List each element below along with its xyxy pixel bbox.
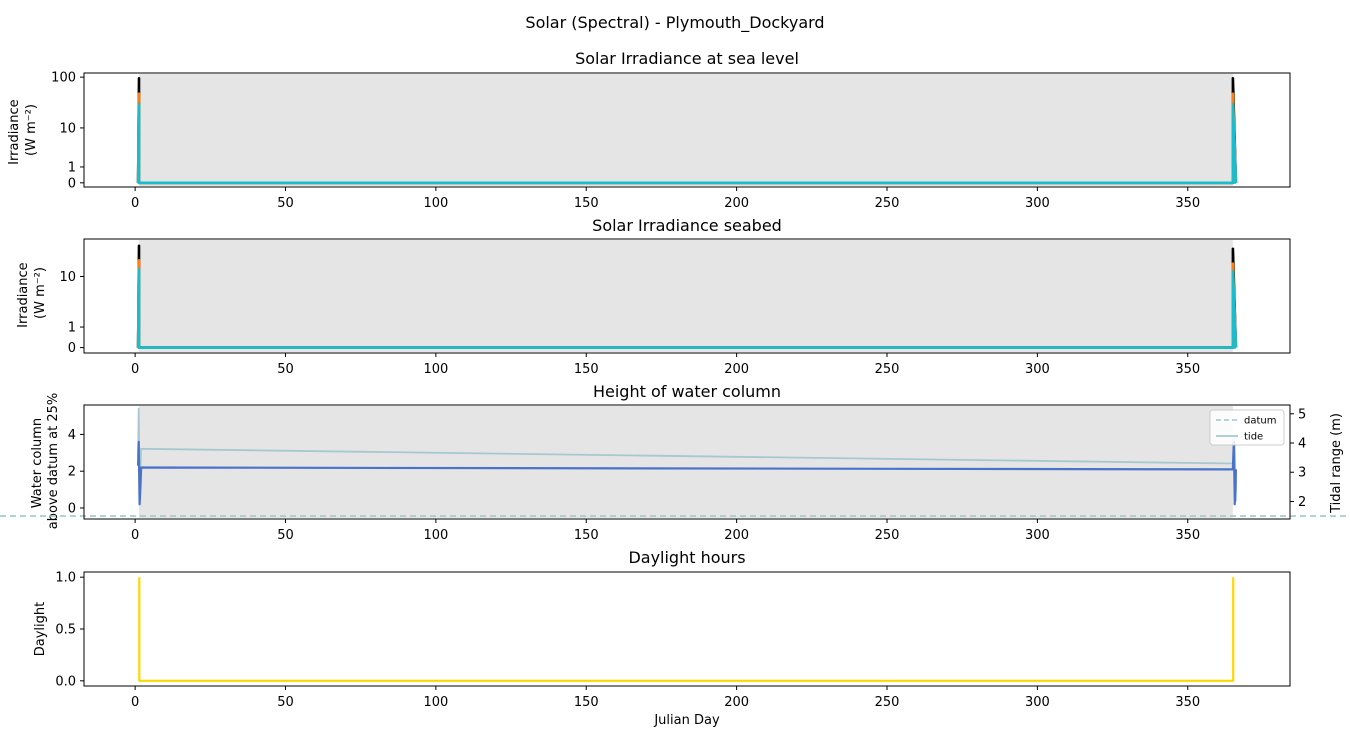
right-y-tick-label: 4 xyxy=(1298,437,1306,452)
x-tick-label: 100 xyxy=(423,528,448,543)
x-tick-label: 150 xyxy=(574,695,599,710)
y-tick-label: 100 xyxy=(51,71,76,86)
axes-frame xyxy=(83,571,1291,687)
y-tick-label: 0.5 xyxy=(55,623,76,638)
x-tick-label: 150 xyxy=(574,362,599,377)
x-axis-label: Julian Day xyxy=(653,713,720,728)
y-axis-label-line: Irradiance xyxy=(7,99,22,164)
y-tick-label: 0 xyxy=(68,501,76,516)
y-axis-label-line: (W m⁻²) xyxy=(33,267,48,319)
x-tick-label: 200 xyxy=(724,196,749,211)
x-tick-label: 300 xyxy=(1025,196,1050,211)
x-tick-label: 200 xyxy=(724,528,749,543)
y-axis-label: Irradiance (W m⁻²) xyxy=(7,95,39,165)
subplot-title: Solar Irradiance seabed xyxy=(592,216,782,235)
y-axis-label: Irradiance (W m⁻²) xyxy=(16,258,48,328)
x-tick-label: 50 xyxy=(277,362,294,377)
x-tick-label: 0 xyxy=(131,528,139,543)
x-tick-label: 150 xyxy=(574,196,599,211)
x-tick-label: 200 xyxy=(724,362,749,377)
y-tick-label: 10 xyxy=(59,121,76,136)
subplot-irradiance-sea-level: Solar Irradiance at sea level Irradiance… xyxy=(7,49,1291,211)
x-tick-label: 0 xyxy=(131,695,139,710)
axes-frame xyxy=(83,404,1291,520)
right-y-tick-label: 5 xyxy=(1298,407,1306,422)
right-axis-label: Tidal range (m) xyxy=(1329,413,1344,514)
x-tick-label: 300 xyxy=(1025,695,1050,710)
y-axis-label: Daylight xyxy=(33,602,48,656)
x-tick-label: 350 xyxy=(1175,196,1200,211)
subplot-title: Daylight hours xyxy=(628,548,745,567)
x-tick-label: 250 xyxy=(875,362,900,377)
x-tick-label: 200 xyxy=(724,695,749,710)
subplot-title: Height of water column xyxy=(593,382,781,401)
y-tick-label: 0 xyxy=(68,341,76,356)
subplot-irradiance-seabed: Solar Irradiance seabed Irradiance (W m⁻… xyxy=(16,216,1291,377)
y-tick-label: 0 xyxy=(68,176,76,191)
x-tick-label: 100 xyxy=(423,695,448,710)
y-axis-label-line: Water column xyxy=(30,418,45,508)
x-tick-label: 350 xyxy=(1175,528,1200,543)
y-tick-label: 1 xyxy=(68,321,76,336)
x-tick-label: 350 xyxy=(1175,695,1200,710)
series-line xyxy=(138,577,1235,682)
x-tick-label: 250 xyxy=(875,196,900,211)
y-axis-label-line: above datum at 25% xyxy=(46,393,61,529)
y-tick-label: 1 xyxy=(68,160,76,175)
subplot-water-column: Height of water column Water column abov… xyxy=(0,382,1350,543)
y-axis-label-line: Irradiance xyxy=(16,262,31,327)
x-tick-label: 50 xyxy=(277,196,294,211)
x-tick-label: 0 xyxy=(131,362,139,377)
y-tick-label: 0.0 xyxy=(55,674,76,689)
legend-tide-label: tide xyxy=(1244,432,1263,443)
subplot-title: Solar Irradiance at sea level xyxy=(575,49,799,68)
series-line xyxy=(137,440,1237,506)
y-tick-label: 4 xyxy=(68,428,76,443)
axes-frame xyxy=(83,238,1291,354)
x-tick-label: 50 xyxy=(277,528,294,543)
subplot-daylight: Daylight hours Daylight Julian Day 0 50 10… xyxy=(33,548,1291,728)
y-axis-label-line: (W m⁻²) xyxy=(24,104,39,156)
y-tick-label: 1.0 xyxy=(55,571,76,586)
x-tick-label: 50 xyxy=(277,695,294,710)
x-tick-label: 250 xyxy=(875,695,900,710)
y-tick-label: 2 xyxy=(68,465,76,480)
y-axis-label: Water column above datum at 25% xyxy=(30,393,61,529)
night-shade xyxy=(139,406,1233,518)
x-tick-label: 0 xyxy=(131,196,139,211)
y-tick-label: 10 xyxy=(59,270,76,285)
axes-frame xyxy=(83,72,1291,188)
x-tick-label: 300 xyxy=(1025,362,1050,377)
night-shade xyxy=(139,240,1233,352)
x-tick-label: 350 xyxy=(1175,362,1200,377)
right-y-tick-label: 3 xyxy=(1298,466,1306,481)
x-tick-label: 100 xyxy=(423,196,448,211)
x-tick-label: 250 xyxy=(875,528,900,543)
x-tick-label: 300 xyxy=(1025,528,1050,543)
x-tick-label: 150 xyxy=(574,528,599,543)
night-shade xyxy=(139,74,1233,186)
right-y-tick-label: 2 xyxy=(1298,495,1306,510)
figure-suptitle: Solar (Spectral) - Plymouth_Dockyard xyxy=(525,13,824,33)
legend-datum-label: datum xyxy=(1244,416,1276,427)
x-tick-label: 100 xyxy=(423,362,448,377)
